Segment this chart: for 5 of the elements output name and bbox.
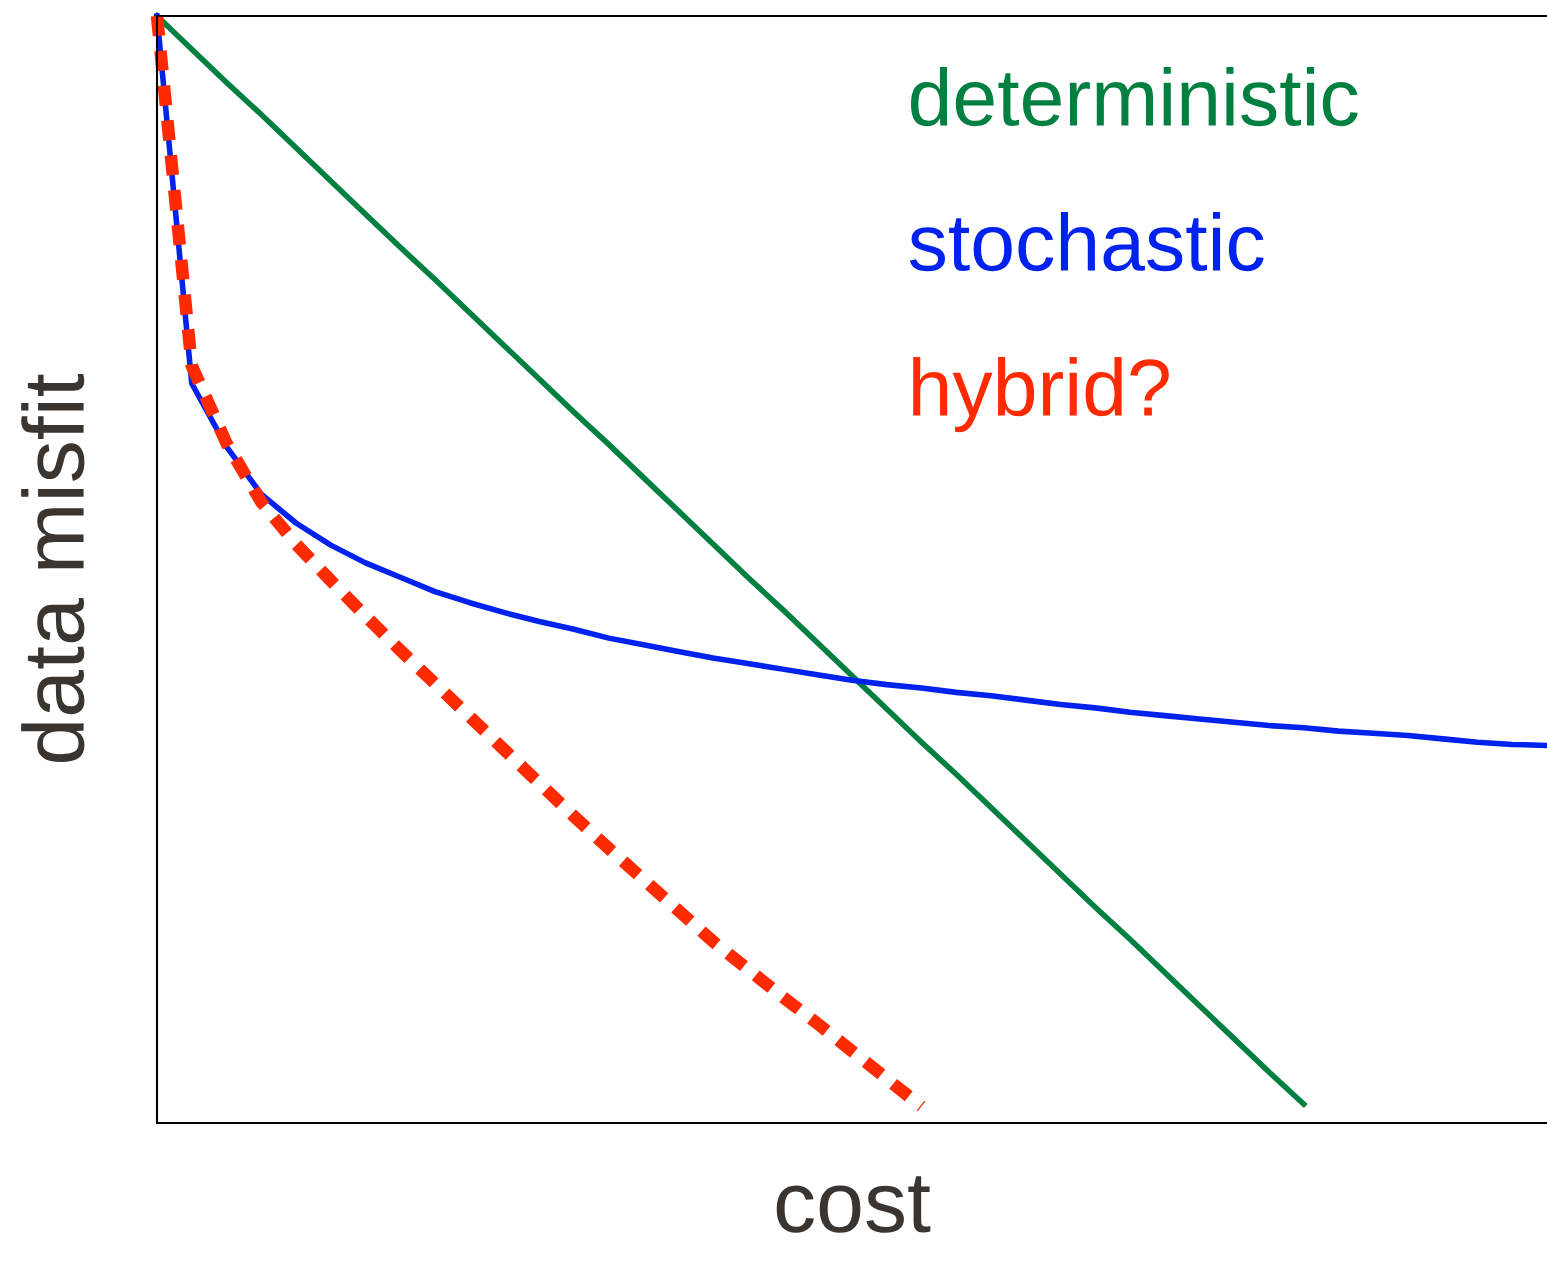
text: deterministic — [910, 67, 1358, 127]
y-axis-title: data misfit — [21, 373, 85, 763]
text: hybrid? — [913, 357, 1169, 433]
text: stochastic — [909, 212, 1264, 272]
x-axis-title: cost — [776, 1176, 931, 1233]
